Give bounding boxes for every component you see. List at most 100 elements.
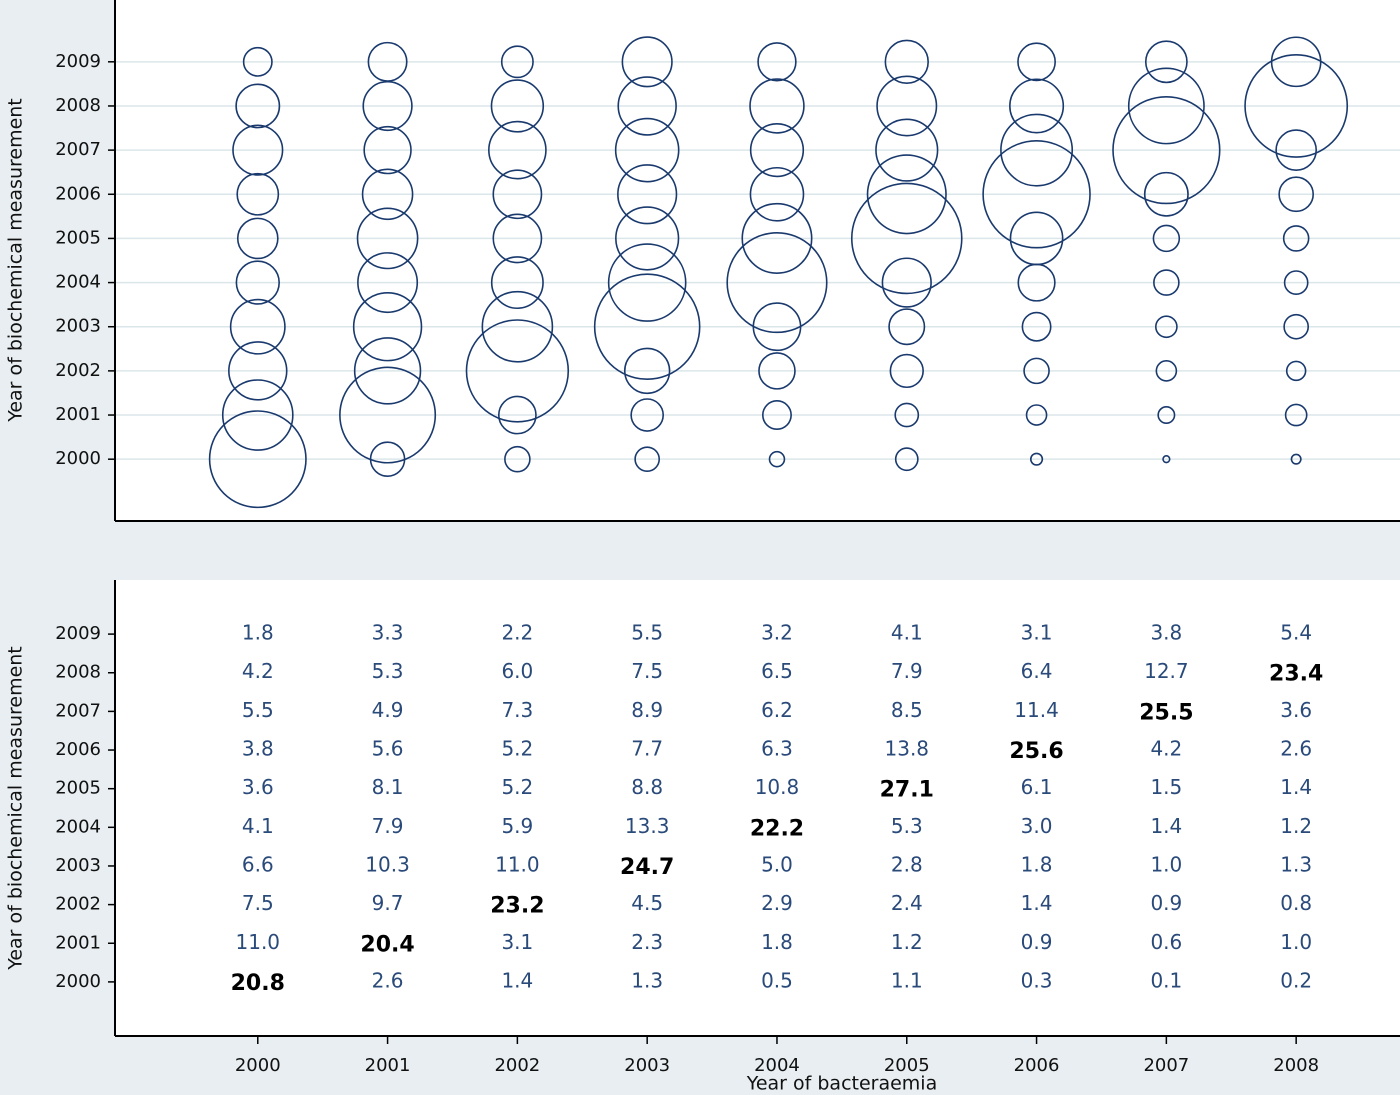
value-label: 11.0 <box>495 852 540 876</box>
bubble <box>623 347 671 395</box>
x-axis-title: Year of bacteraemia <box>746 1073 937 1095</box>
value-label: 0.5 <box>761 968 793 992</box>
bubble <box>235 260 280 305</box>
y-tick-label: 2000 <box>55 971 101 992</box>
bubble <box>1152 224 1181 253</box>
bubble <box>1017 42 1056 82</box>
y-tick-label: 2001 <box>55 932 101 953</box>
value-label: 1.3 <box>631 968 663 992</box>
value-label: 23.4 <box>1269 662 1323 687</box>
y-tick-label: 2006 <box>55 183 101 204</box>
value-label: 20.4 <box>360 932 414 957</box>
value-label: 0.3 <box>1021 968 1053 992</box>
bubble <box>228 341 288 401</box>
value-label: 6.5 <box>761 659 793 683</box>
value-label: 0.8 <box>1280 891 1312 915</box>
bubble <box>242 46 273 77</box>
value-label: 0.2 <box>1280 968 1312 992</box>
bubble <box>761 400 792 431</box>
y-tick-label: 2001 <box>55 404 101 425</box>
bubble <box>593 273 701 381</box>
value-label: 7.3 <box>501 698 533 722</box>
bubble <box>726 231 828 334</box>
bubble <box>889 353 924 389</box>
bubble <box>1284 403 1308 427</box>
bubble <box>1009 78 1065 134</box>
value-label: 12.7 <box>1144 659 1189 683</box>
bubble <box>1244 54 1349 158</box>
value-label: 22.2 <box>750 816 804 841</box>
y-tick-label: 2002 <box>55 894 101 915</box>
bubble <box>749 166 805 222</box>
x-tick-label: 2003 <box>624 1055 670 1076</box>
value-label: 3.1 <box>1021 621 1053 645</box>
bubble <box>492 213 543 264</box>
bubble <box>481 290 554 363</box>
value-label: 25.6 <box>1009 739 1063 764</box>
bubble <box>875 118 939 182</box>
value-label: 7.7 <box>631 737 663 761</box>
value-label: 5.3 <box>372 659 404 683</box>
bubble <box>617 164 678 225</box>
value-label: 4.1 <box>242 814 274 838</box>
value-label: 1.8 <box>1021 852 1053 876</box>
bubble <box>488 120 547 180</box>
value-label: 11.4 <box>1014 698 1059 722</box>
value-label: 5.6 <box>372 737 404 761</box>
value-label: 1.3 <box>1280 852 1312 876</box>
value-label: 4.2 <box>242 659 274 683</box>
y-axis-title: Year of biochemical measurement <box>5 646 27 971</box>
value-label: 3.0 <box>1021 814 1053 838</box>
bubble <box>352 292 423 362</box>
x-tick-label: 2005 <box>884 1055 930 1076</box>
bubble <box>497 395 537 435</box>
y-tick-label: 2005 <box>55 227 101 248</box>
bubble <box>1154 315 1178 339</box>
y-tick-label: 2008 <box>55 95 101 116</box>
bubble <box>1023 357 1050 385</box>
value-label: 5.3 <box>891 814 923 838</box>
value-label: 2.9 <box>761 891 793 915</box>
bubble <box>492 169 543 220</box>
value-label: 5.5 <box>242 698 274 722</box>
value-label: 5.0 <box>761 852 793 876</box>
y-tick-label: 2002 <box>55 360 101 381</box>
x-tick-label: 2001 <box>365 1055 411 1076</box>
bubble <box>221 379 294 451</box>
value-label: 6.6 <box>242 852 274 876</box>
bubble <box>757 42 797 82</box>
value-label: 8.9 <box>631 698 663 722</box>
bubble <box>1157 406 1176 425</box>
value-label: 0.9 <box>1021 930 1053 954</box>
x-tick-label: 2008 <box>1273 1055 1319 1076</box>
bubble <box>1278 176 1314 213</box>
bubble <box>1270 36 1322 88</box>
bubble <box>367 41 408 82</box>
value-label: 2.2 <box>501 621 533 645</box>
y-tick-label: 2004 <box>55 816 101 837</box>
bubble <box>749 78 805 134</box>
value-label: 5.5 <box>631 621 663 645</box>
bubble <box>617 76 677 136</box>
bubble <box>888 308 926 346</box>
bubble <box>357 252 419 314</box>
bubble <box>1000 113 1074 187</box>
value-label: 1.2 <box>891 930 923 954</box>
bubble <box>850 182 963 295</box>
value-label: 1.5 <box>1150 775 1182 799</box>
value-label: 11.0 <box>236 930 281 954</box>
value-label: 6.2 <box>761 698 793 722</box>
value-label: 1.4 <box>1021 891 1053 915</box>
bubble <box>490 79 545 133</box>
value-label: 3.8 <box>242 737 274 761</box>
bubble <box>881 257 932 308</box>
bubble <box>229 298 286 355</box>
bubble <box>1021 311 1052 342</box>
top-plot-area <box>115 0 1400 521</box>
bubble <box>884 39 929 85</box>
bubble <box>1282 225 1310 252</box>
value-label: 1.0 <box>1280 930 1312 954</box>
value-label: 3.8 <box>1150 621 1182 645</box>
y-tick-label: 2007 <box>55 700 101 721</box>
